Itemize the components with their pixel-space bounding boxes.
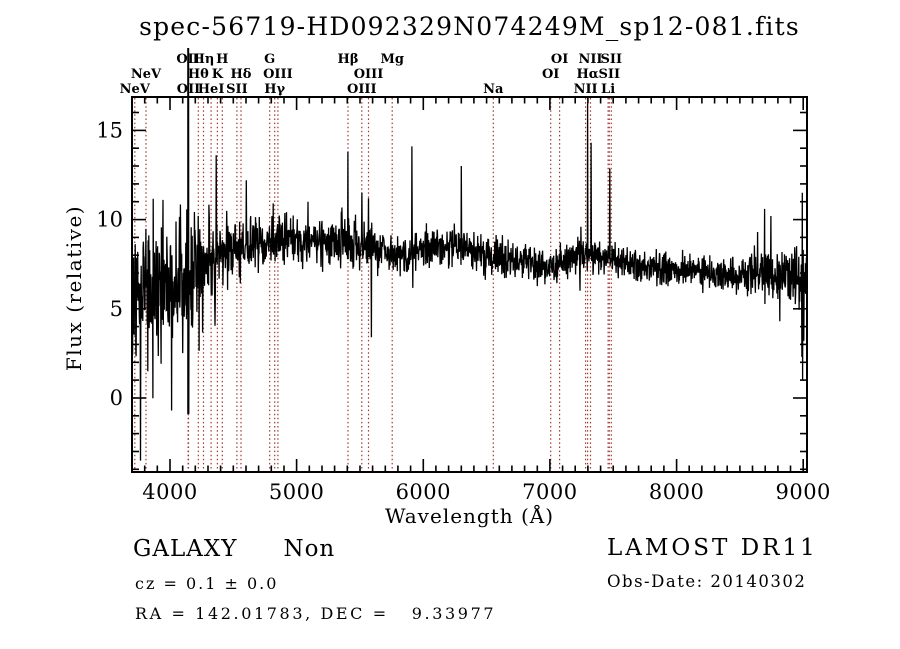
classification-line: GALAXY Non xyxy=(133,536,335,562)
spectral-line-label: Li xyxy=(601,82,615,97)
x-tick-label: 7000 xyxy=(522,480,577,504)
x-axis-label: Wavelength (Å) xyxy=(384,504,555,528)
spectral-line-label: OIII xyxy=(354,67,384,82)
spectral-line-label: OIII xyxy=(347,82,377,97)
cz-value: cz = 0.1 ± 0.0 xyxy=(135,574,279,593)
y-tick-label: 0 xyxy=(110,386,123,410)
spectral-line-label: K xyxy=(212,67,224,82)
spectral-line-label: SII xyxy=(601,52,623,67)
spectral-line-label: Hγ xyxy=(264,82,285,97)
spectral-line-label: OI xyxy=(551,52,568,67)
plot-border xyxy=(131,96,808,473)
page-title: spec-56719-HD092329N074249M_sp12-081.fit… xyxy=(139,12,800,41)
spectral-line-label: SII xyxy=(599,67,621,82)
spectral-line-label: Hθ xyxy=(188,67,209,82)
spectral-line-label: HeI xyxy=(198,82,225,97)
object-subclass: Non xyxy=(283,536,336,562)
spectral-line-label: Hα xyxy=(576,67,598,82)
spectral-line-label: OIII xyxy=(263,67,293,82)
spectral-line-label: NeV xyxy=(131,67,162,82)
spectral-line-label: NII xyxy=(574,82,598,97)
spectral-line-label: H xyxy=(216,52,228,67)
y-tick-label: 5 xyxy=(110,297,123,321)
spectral-line-label: NII xyxy=(578,52,602,67)
spectral-line-label: G xyxy=(264,52,275,67)
spectral-line-label: Mg xyxy=(380,52,403,67)
x-tick-label: 6000 xyxy=(396,480,451,504)
spectrum-trace xyxy=(131,97,808,461)
x-tick-label: 9000 xyxy=(775,480,830,504)
obs-date-value: Obs-Date: 20140302 xyxy=(607,572,807,591)
spectral-line-label: Hβ xyxy=(338,52,359,67)
x-tick-label: 4000 xyxy=(142,480,197,504)
x-tick-label: 8000 xyxy=(649,480,704,504)
spectral-line-label: Hδ xyxy=(231,67,252,82)
object-class: GALAXY xyxy=(133,536,238,562)
spectral-line-label: Hη xyxy=(193,52,215,67)
spectral-line-label: OI xyxy=(542,67,559,82)
ra-dec-value: RA = 142.01783, DEC = 9.33977 xyxy=(135,604,497,623)
y-tick-label: 15 xyxy=(96,118,123,142)
spectral-line-label: Na xyxy=(483,82,504,97)
spectral-line-label: NeV xyxy=(120,82,151,97)
y-tick-label: 10 xyxy=(96,208,123,232)
x-tick-label: 5000 xyxy=(269,480,324,504)
survey-release-label: LAMOST DR11 xyxy=(607,535,818,561)
spectral-line-label: SII xyxy=(226,82,248,97)
